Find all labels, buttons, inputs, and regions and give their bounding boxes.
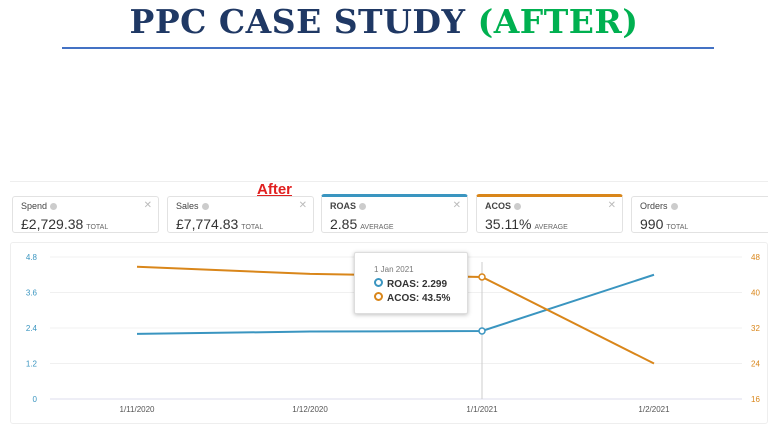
metric-unit: TOTAL [241, 224, 264, 231]
right-axis-tick: 32 [751, 324, 760, 333]
tooltip-acos: ACOS: 43.5% [374, 292, 450, 304]
metric-label: ROAS [330, 201, 367, 211]
left-axis-tick: 1.2 [26, 360, 38, 369]
title-divider [62, 47, 714, 49]
right-axis-tick: 16 [751, 395, 760, 404]
metric-unit: AVERAGE [360, 224, 394, 231]
metric-label: Orders [640, 201, 678, 211]
metric-card-sales[interactable]: Sales ✕ £7,774.83 TOTAL [167, 196, 314, 233]
x-axis-tick: 1/2/2021 [638, 405, 670, 414]
divider [10, 181, 768, 182]
acos-point [478, 273, 486, 281]
tooltip-date: 1 Jan 2021 [374, 265, 414, 274]
close-icon[interactable]: ✕ [143, 200, 152, 211]
metric-value: 990 TOTAL [640, 216, 689, 232]
info-icon [670, 203, 678, 210]
roas-point [478, 327, 486, 335]
close-icon[interactable]: ✕ [607, 200, 616, 211]
after-label: After [257, 181, 293, 198]
right-axis-tick: 48 [751, 253, 760, 262]
x-axis-tick: 1/1/2021 [466, 405, 498, 414]
close-icon[interactable]: ✕ [298, 200, 307, 211]
metric-value: £2,729.38 TOTAL [21, 216, 109, 232]
info-icon [359, 203, 367, 210]
x-axis-tick: 1/12/2020 [292, 405, 328, 414]
info-icon [514, 203, 522, 210]
left-axis-tick: 2.4 [26, 324, 38, 333]
roas-dot-icon [374, 278, 383, 287]
left-axis-tick: 4.8 [26, 253, 38, 262]
left-axis-tick: 0 [33, 395, 38, 404]
metric-unit: AVERAGE [534, 224, 568, 231]
metric-unit: TOTAL [86, 224, 109, 231]
metric-label: ACOS [485, 201, 522, 211]
info-icon [201, 203, 209, 210]
metric-value: 2.85 AVERAGE [330, 216, 394, 232]
tooltip-roas: ROAS: 2.299 [374, 278, 447, 290]
metric-card-acos[interactable]: ACOS ✕ 35.11% AVERAGE [476, 194, 623, 233]
roas-line [136, 273, 655, 335]
acos-dot-icon [374, 292, 383, 301]
metric-unit: TOTAL [666, 224, 689, 231]
right-axis-tick: 40 [751, 289, 760, 298]
metric-card-spend[interactable]: Spend ✕ £2,729.38 TOTAL [12, 196, 159, 233]
title-highlight: (AFTER) [477, 2, 639, 41]
close-icon[interactable]: ✕ [452, 200, 461, 211]
metric-value: 35.11% AVERAGE [485, 216, 568, 232]
page-title: PPC CASE STUDY (AFTER) [129, 2, 639, 41]
metric-value: £7,774.83 TOTAL [176, 216, 264, 232]
left-axis-tick: 3.6 [26, 289, 38, 298]
metric-label: Sales [176, 201, 209, 211]
right-axis-tick: 24 [751, 360, 760, 369]
x-axis-tick: 1/11/2020 [120, 405, 156, 414]
chart-tooltip: 1 Jan 2021 ROAS: 2.299 ACOS: 43.5% [354, 252, 468, 314]
info-icon [50, 203, 58, 210]
metric-card-roas[interactable]: ROAS ✕ 2.85 AVERAGE [321, 194, 468, 233]
metric-label: Spend [21, 201, 58, 211]
metric-card-orders[interactable]: Orders 990 TOTAL [631, 196, 768, 233]
